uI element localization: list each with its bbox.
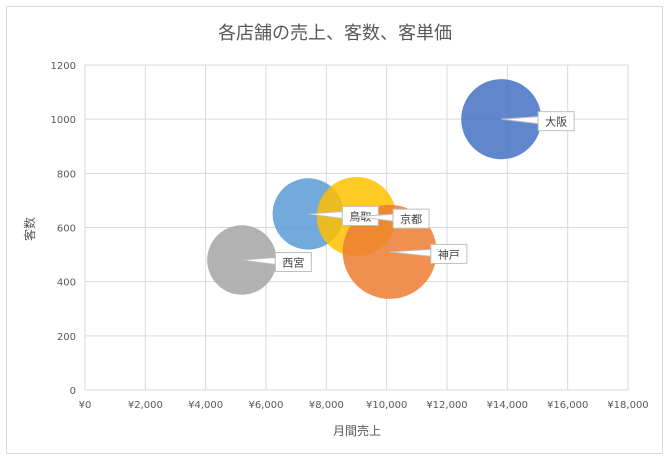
y-tick-label: 1000 [51,115,76,126]
y-tick-label: 600 [57,224,76,235]
y-tick-label: 0 [70,386,76,397]
bubble-chart: 各店舗の売上、客数、客単価 西宮鳥取京都神戸大阪 ¥0¥2,000¥4,000¥… [22,23,649,438]
chart-title: 各店舗の売上、客数、客単価 [218,23,452,44]
y-tick-label: 1200 [51,61,76,72]
data-label: 大阪 [501,111,575,132]
x-tick-label: ¥6,000 [249,400,284,411]
data-label-text: 西宮 [282,256,304,270]
x-tick-label: ¥0 [79,400,92,411]
x-tick-label: ¥12,000 [426,400,467,411]
x-tick-label: ¥8,000 [309,400,344,411]
data-labels: 西宮鳥取京都神戸大阪 [241,111,575,272]
data-label: 神戸 [389,243,468,264]
chart-frame: 各店舗の売上、客数、客単価 西宮鳥取京都神戸大阪 ¥0¥2,000¥4,000¥… [6,6,663,454]
data-label: 京都 [356,208,430,229]
bubbles [207,79,542,299]
x-tick-label: ¥10,000 [366,400,407,411]
y-tick-label: 200 [57,332,76,343]
axis-ticks: ¥0 ¥2,000 ¥4,000 ¥6,000 ¥8,000 ¥10,000 ¥12,000… [51,61,649,411]
data-label-text: 大阪 [545,115,567,129]
x-axis-title: 月間売上 [333,423,381,438]
x-tick-label: ¥14,000 [487,400,528,411]
data-label: 西宮 [241,252,312,272]
x-tick-label: ¥16,000 [547,400,588,411]
y-tick-label: 400 [57,278,76,289]
data-label-text: 京都 [400,212,422,226]
y-axis-title: 客数 [22,217,37,241]
x-tick-label: ¥2,000 [128,400,163,411]
x-tick-label: ¥18,000 [607,400,648,411]
data-label-text: 神戸 [438,247,460,261]
x-tick-label: ¥4,000 [188,400,223,411]
y-tick-label: 800 [57,169,76,180]
